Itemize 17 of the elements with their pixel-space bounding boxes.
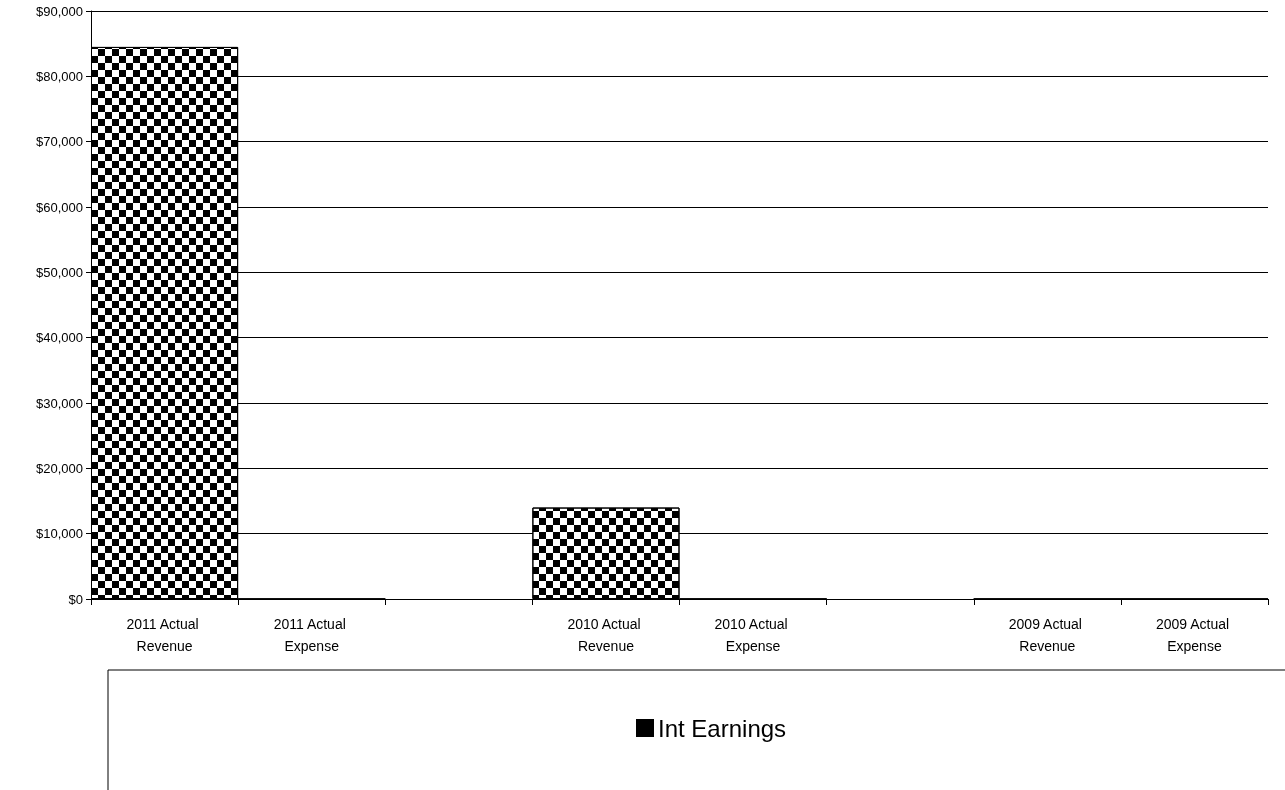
y-tick-label: $50,000 bbox=[36, 264, 83, 280]
y-tick-label: $10,000 bbox=[36, 526, 83, 542]
legend-label: Int Earnings bbox=[658, 714, 787, 742]
y-tick-label: $20,000 bbox=[36, 460, 83, 476]
y-tick-label: $30,000 bbox=[36, 395, 83, 411]
x-tick-label: 2010 Actual Revenue bbox=[567, 616, 645, 654]
x-tick-label: 2011 Actual Revenue bbox=[126, 616, 203, 654]
y-tick-label: $90,000 bbox=[36, 3, 83, 19]
x-tick-label: 2011 Actual Expense bbox=[273, 616, 350, 654]
y-tick-label: $0 bbox=[68, 591, 83, 607]
y-tick-label: $70,000 bbox=[36, 134, 83, 150]
y-tick-label: $80,000 bbox=[36, 68, 83, 84]
y-tick-label: $40,000 bbox=[36, 330, 83, 346]
x-tick-label: 2009 Actual Expense bbox=[1155, 616, 1233, 654]
x-tick-label: 2009 Actual Revenue bbox=[1008, 616, 1086, 654]
x-tick-label: 2010 Actual Expense bbox=[714, 616, 792, 654]
y-tick-label: $60,000 bbox=[36, 199, 83, 215]
